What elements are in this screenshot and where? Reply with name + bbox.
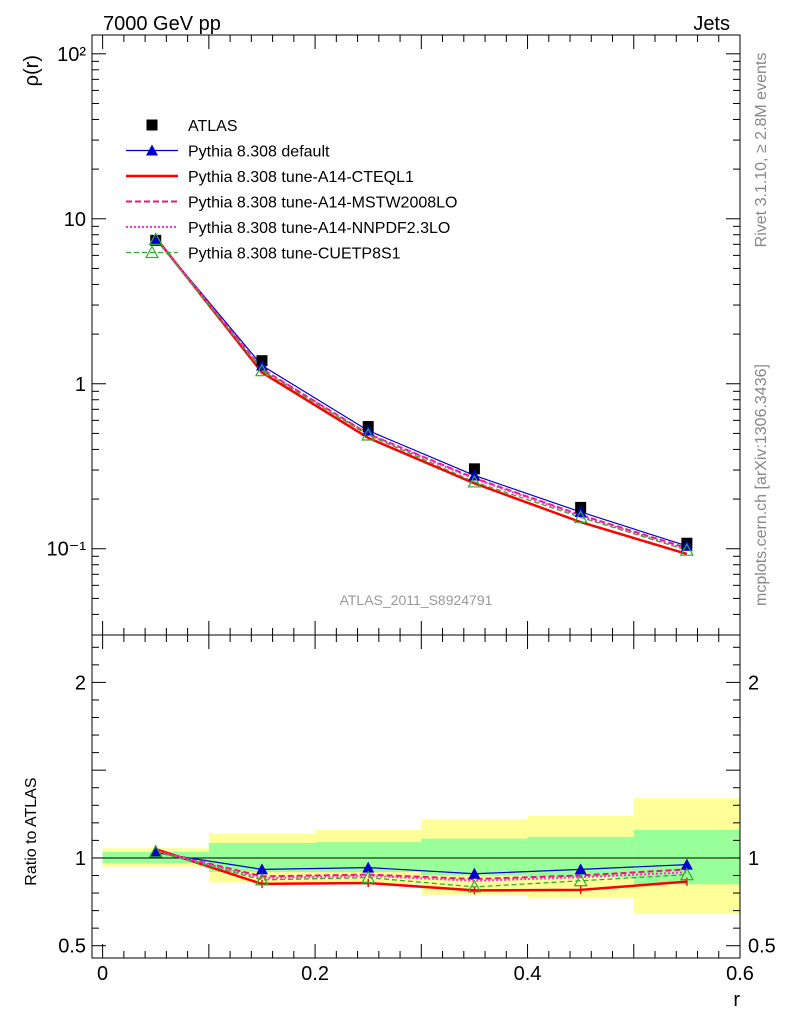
x-tick-label: 0.2 bbox=[301, 963, 329, 985]
legend-marker-default bbox=[146, 144, 158, 156]
data-point-cuetp bbox=[467, 474, 482, 488]
legend-marker-cuetp bbox=[144, 245, 160, 259]
data-point-default bbox=[149, 232, 162, 244]
analysis-annotation: ATLAS_2011_S8924791 bbox=[340, 592, 493, 608]
header-left: 7000 GeV pp bbox=[103, 13, 221, 35]
ratio-plot-panel: 0.5 0.5 1 1 2 2 0 0.2 0.4 0.6 r Ratio to ATLAS bbox=[23, 634, 776, 1011]
data-point-atlas bbox=[468, 463, 480, 475]
series-line-nnpdf bbox=[154, 237, 688, 551]
ratio-point-cuetp bbox=[254, 872, 269, 886]
data-point-cuetp bbox=[361, 427, 376, 441]
y-axis-label: ρ(r) bbox=[21, 55, 43, 86]
data-point-cuetp bbox=[679, 542, 694, 556]
x-tick-label: 0 bbox=[97, 963, 108, 985]
series-line-default bbox=[155, 238, 688, 547]
ratio-line-cuetp bbox=[155, 851, 687, 888]
y-tick-label: 10⁻¹ bbox=[47, 539, 87, 561]
side-version-text: Rivet 3.1.10, ≥ 2.8M events bbox=[753, 53, 770, 248]
legend-label-nnpdf: Pythia 8.308 tune-A14-NNPDF2.3LO bbox=[188, 220, 450, 237]
y-tick-label-right: 0.5 bbox=[748, 936, 776, 958]
y-tick-label: 0.5 bbox=[58, 936, 86, 958]
legend-label-atlas: ATLAS bbox=[188, 118, 238, 135]
y-tick-label: 1 bbox=[75, 848, 86, 870]
ratio-point-default bbox=[680, 858, 693, 870]
header-right: Jets bbox=[693, 13, 730, 35]
y-tick-label: 1 bbox=[75, 374, 86, 396]
ratio-point-cuetp bbox=[467, 879, 482, 893]
x-axis-label: r bbox=[733, 989, 740, 1011]
side-site-text: mcplots.cern.ch [arXiv:1306.3436] bbox=[753, 364, 770, 606]
ratio-plot-frame bbox=[91, 634, 741, 959]
uncertainty-band-inner bbox=[633, 829, 740, 885]
y-tick-label-right: 1 bbox=[748, 848, 759, 870]
ratio-point-default bbox=[468, 867, 481, 879]
y-tick-label-right: 2 bbox=[748, 672, 759, 694]
legend-marker-atlas bbox=[146, 119, 158, 131]
ratio-point-cuetp bbox=[573, 873, 588, 887]
data-point-cuetp bbox=[254, 363, 269, 377]
series-line-cteql1 bbox=[154, 236, 688, 556]
main-plot-panel: 10⁻¹ 1 10 10² ρ(r) ATLAS_2011_S8924791 ATLAS Py… bbox=[21, 34, 741, 636]
y-tick-label: 10 bbox=[64, 209, 86, 231]
y-tick-label: 10² bbox=[57, 44, 86, 66]
ratio-point-cuetp bbox=[361, 870, 376, 884]
series-line-cuetp bbox=[155, 238, 688, 551]
ratio-line-mstw bbox=[155, 849, 687, 881]
data-point-cuetp bbox=[148, 232, 163, 245]
x-tick-label: 0.6 bbox=[726, 963, 754, 985]
ratio-point-cuetp bbox=[148, 844, 163, 858]
legend-label-cteql1: Pythia 8.308 tune-A14-CTEQL1 bbox=[188, 169, 414, 186]
ratio-axis-label: Ratio to ATLAS bbox=[23, 778, 40, 886]
ratio-point-default bbox=[149, 846, 162, 858]
legend-label-default: Pythia 8.308 default bbox=[188, 144, 330, 161]
ratio-point-default bbox=[255, 863, 268, 875]
legend-label-cuetp: Pythia 8.308 tune-CUETP8S1 bbox=[188, 246, 401, 263]
ratio-point-default bbox=[362, 861, 375, 873]
ratio-line-nnpdf bbox=[155, 849, 687, 882]
x-tick-label: 0.4 bbox=[514, 963, 542, 985]
series-line-mstw bbox=[154, 237, 688, 549]
y-tick-label: 2 bbox=[75, 672, 86, 694]
ratio-point-default bbox=[574, 863, 587, 875]
ratio-point-cuetp bbox=[679, 867, 694, 881]
data-point-cuetp bbox=[573, 510, 588, 523]
legend-label-mstw: Pythia 8.308 tune-A14-MSTW2008LO bbox=[188, 195, 457, 212]
ratio-line-default bbox=[155, 852, 687, 875]
ratio-line-cteql1 bbox=[155, 847, 687, 892]
